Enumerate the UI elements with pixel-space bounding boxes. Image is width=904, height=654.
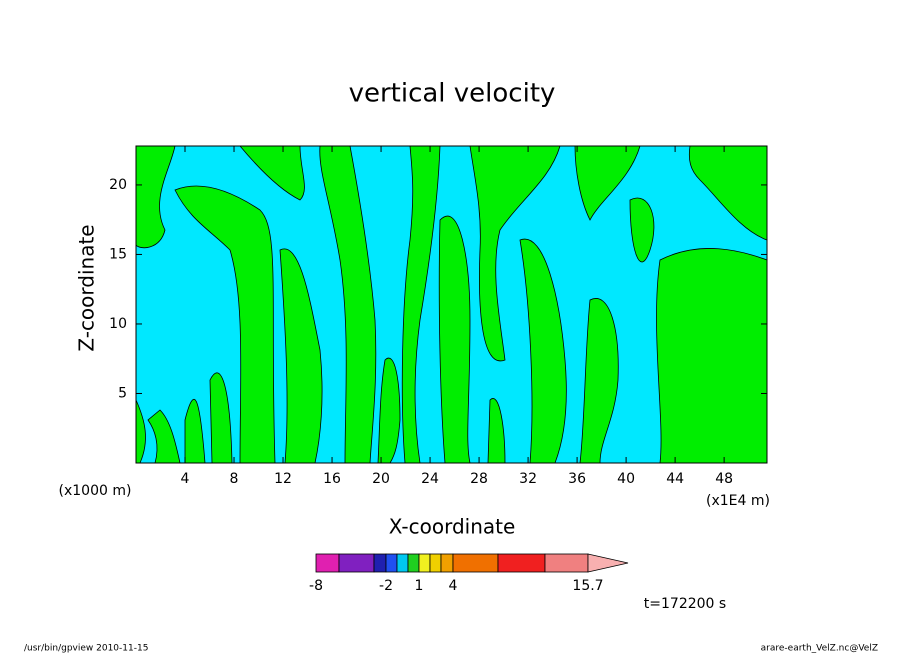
time-label: t=172200 s <box>644 596 726 612</box>
colorbar-box <box>440 553 454 573</box>
colorbar-box <box>407 553 420 573</box>
x-tick-label: 40 <box>617 471 635 487</box>
colorbar-box <box>385 553 398 573</box>
colorbar-box <box>315 553 340 573</box>
x-tick-label: 20 <box>372 471 390 487</box>
colorbar-box <box>418 553 431 573</box>
x-tick-label: 4 <box>181 471 190 487</box>
x-axis-label: X-coordinate <box>389 515 516 539</box>
colorbar-box <box>544 553 589 573</box>
y-axis-label: Z-coordinate <box>75 224 99 351</box>
colorbar-tick-label: -2 <box>379 578 393 594</box>
colorbar-box <box>452 553 499 573</box>
colorbar-box <box>497 553 546 573</box>
x-tick-label: 36 <box>568 471 586 487</box>
x-axis-unit: (x1E4 m) <box>706 493 770 509</box>
x-tick-label: 44 <box>666 471 684 487</box>
x-tick-label: 28 <box>470 471 488 487</box>
x-tick-label: 32 <box>519 471 537 487</box>
colorbar-box <box>338 553 375 573</box>
plot-frame <box>135 145 768 464</box>
chart-title: vertical velocity <box>349 79 556 109</box>
y-tick-label: 5 <box>118 385 127 401</box>
x-tick-label: 12 <box>274 471 292 487</box>
colorbar-box <box>429 553 442 573</box>
y-tick-label: 20 <box>109 177 127 193</box>
colorbar-tick-label: 1 <box>415 578 424 594</box>
footer-right: arare-earth_VelZ.nc@VelZ <box>761 644 878 654</box>
y-tick-label: 15 <box>109 246 127 262</box>
y-axis-unit: (x1000 m) <box>59 483 132 499</box>
x-tick-label: 16 <box>323 471 341 487</box>
x-tick-label: 48 <box>715 471 733 487</box>
colorbar-box <box>396 553 409 573</box>
x-tick-label: 24 <box>421 471 439 487</box>
colorbar-tick-label: -8 <box>309 578 323 594</box>
field <box>135 145 768 464</box>
colorbar-box <box>373 553 387 573</box>
y-tick-label: 10 <box>109 316 127 332</box>
colorbar-tick-label: 15.7 <box>572 578 603 594</box>
colorbar-extend <box>587 553 629 573</box>
colorbar: -8 -2 1 4 15.7 <box>309 553 629 594</box>
footer-left: /usr/bin/gpview 2010-11-15 <box>24 644 148 654</box>
x-tick-label: 8 <box>230 471 239 487</box>
colorbar-tick-label: 4 <box>449 578 458 594</box>
